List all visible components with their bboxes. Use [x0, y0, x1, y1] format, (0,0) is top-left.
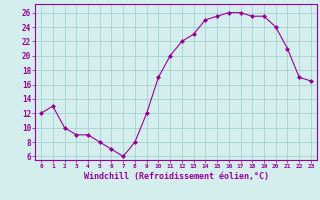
X-axis label: Windchill (Refroidissement éolien,°C): Windchill (Refroidissement éolien,°C)	[84, 172, 268, 181]
